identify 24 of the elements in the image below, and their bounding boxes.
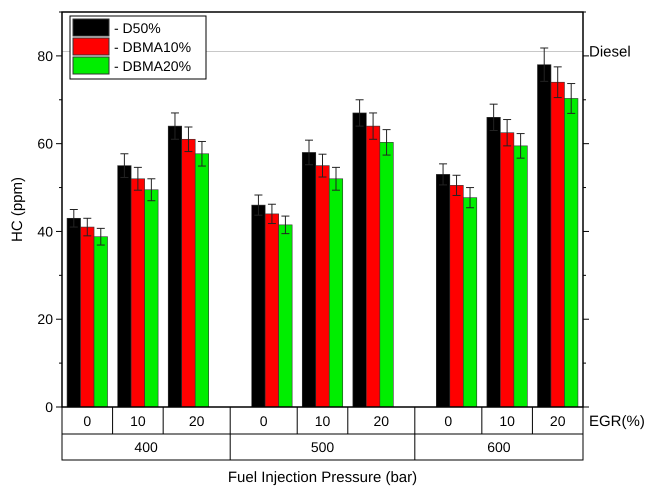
- x-tick-label: 10: [314, 413, 330, 429]
- y-tick-label: 0: [45, 399, 54, 415]
- x-axis-title: Fuel Injection Pressure (bar): [228, 469, 418, 486]
- y-tick-label: 40: [37, 223, 54, 240]
- y-tick-label: 60: [37, 136, 54, 152]
- x-tick-label: 0: [83, 413, 92, 429]
- x-tick-label: 10: [499, 413, 516, 429]
- text: EGR(%): [589, 413, 645, 430]
- legend-label: - DBMA10%: [114, 39, 192, 55]
- ref-line-label: Diesel: [589, 44, 631, 60]
- y-tick-label: 80: [37, 48, 54, 64]
- y-axis-title: HC (ppm): [9, 176, 26, 242]
- x-tick-label: 0: [444, 413, 452, 429]
- legend-label: - D50%: [114, 20, 161, 36]
- text: 600: [487, 439, 511, 455]
- legend-label: - DBMA20%: [114, 58, 192, 74]
- x-tick-label: 20: [550, 413, 566, 429]
- x-tick-label: 20: [188, 413, 205, 429]
- x-tick-label: 20: [374, 413, 390, 429]
- x-tick-label: 0: [260, 413, 268, 429]
- x-tick-label: 10: [130, 413, 146, 429]
- text: 400: [134, 439, 158, 455]
- text: 500: [310, 439, 334, 455]
- y-tick-label: 20: [37, 311, 54, 328]
